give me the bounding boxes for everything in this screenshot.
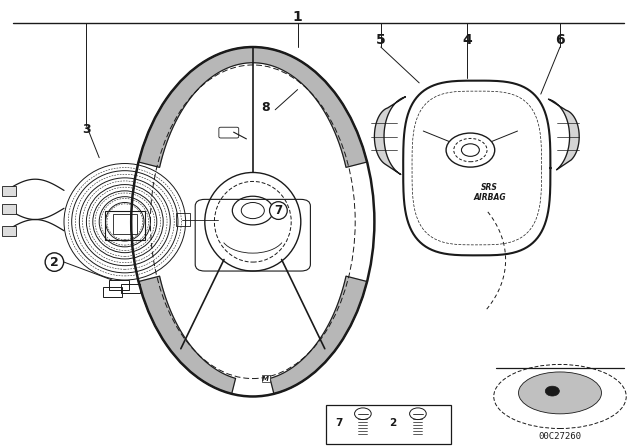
Bar (326, 405, 451, 444)
Text: 00C27260: 00C27260 (538, 432, 582, 441)
Polygon shape (138, 276, 236, 394)
FancyBboxPatch shape (2, 204, 16, 214)
Text: 3: 3 (82, 122, 91, 136)
Ellipse shape (518, 372, 602, 414)
Polygon shape (270, 276, 367, 394)
Text: SRS
AIRBAG: SRS AIRBAG (474, 183, 506, 202)
Text: 4: 4 (462, 33, 472, 47)
Polygon shape (548, 99, 579, 170)
Text: 2: 2 (388, 418, 396, 427)
Circle shape (545, 386, 559, 396)
FancyBboxPatch shape (2, 186, 16, 196)
Text: 5: 5 (376, 33, 386, 47)
Polygon shape (138, 47, 367, 168)
Text: M: M (262, 375, 269, 382)
Polygon shape (374, 97, 405, 175)
Text: 7: 7 (335, 418, 343, 427)
FancyBboxPatch shape (2, 226, 16, 236)
Text: 1: 1 (292, 9, 303, 24)
Text: 2: 2 (50, 255, 59, 269)
Bar (176, 213, 190, 226)
Text: 7: 7 (275, 204, 282, 217)
Text: 8: 8 (261, 101, 270, 114)
Text: 6: 6 (555, 33, 565, 47)
